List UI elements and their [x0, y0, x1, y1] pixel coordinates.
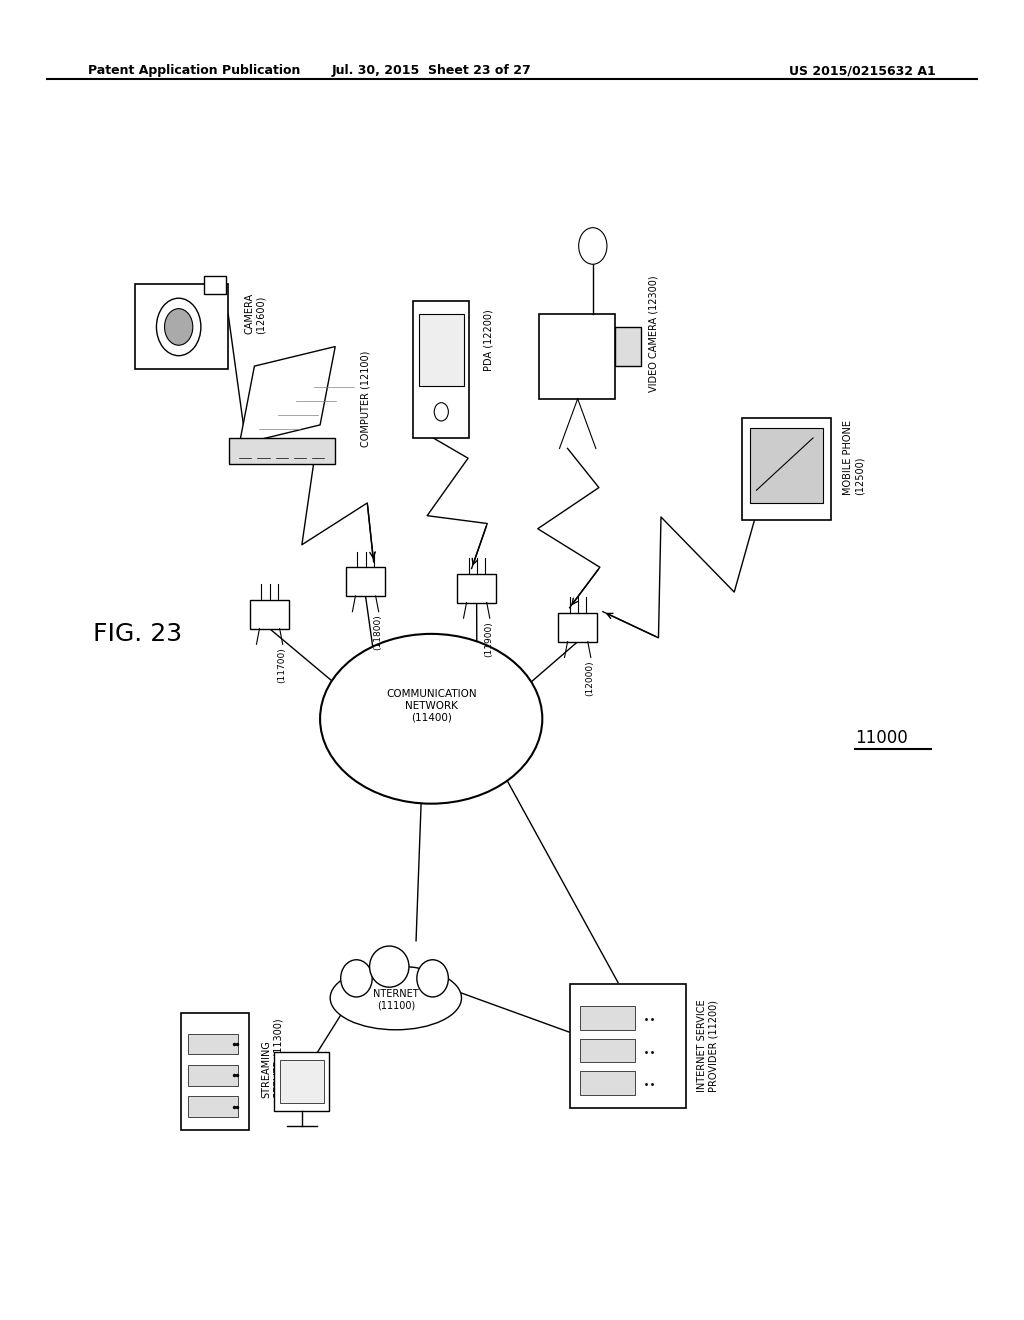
Bar [580, 1006, 635, 1030]
Bar [251, 599, 289, 628]
Text: (11800): (11800) [373, 614, 382, 649]
Bar [540, 314, 615, 399]
Text: CAMERA
(12600): CAMERA (12600) [245, 293, 266, 334]
Bar [580, 1072, 635, 1094]
Ellipse shape [417, 960, 449, 997]
Bar [569, 983, 686, 1107]
Bar [558, 612, 597, 642]
Text: PDA (12200): PDA (12200) [483, 309, 494, 371]
Circle shape [434, 403, 449, 421]
Bar [135, 284, 228, 368]
Bar [615, 327, 641, 366]
Bar [187, 1065, 239, 1086]
Text: (12000): (12000) [586, 660, 594, 696]
Bar [413, 301, 469, 438]
Bar [180, 1012, 250, 1130]
Text: COMMUNICATION
NETWORK
(11400): COMMUNICATION NETWORK (11400) [386, 689, 476, 722]
Bar [280, 1060, 325, 1102]
Ellipse shape [370, 946, 409, 987]
Text: (11700): (11700) [278, 647, 286, 682]
Text: Patent Application Publication: Patent Application Publication [88, 65, 300, 78]
Text: 11000: 11000 [855, 730, 908, 747]
Text: NTERNET
(11100): NTERNET (11100) [373, 989, 419, 1010]
Bar [580, 1039, 635, 1063]
Text: COMPUTER (12100): COMPUTER (12100) [360, 351, 371, 447]
Text: Jul. 30, 2015  Sheet 23 of 27: Jul. 30, 2015 Sheet 23 of 27 [332, 65, 531, 78]
Circle shape [579, 227, 607, 264]
Bar [187, 1096, 239, 1117]
Text: VIDEO CAMERA (12300): VIDEO CAMERA (12300) [648, 275, 658, 392]
Bar [346, 568, 385, 597]
Ellipse shape [321, 634, 543, 804]
Polygon shape [240, 347, 335, 445]
Circle shape [157, 298, 201, 355]
Bar [204, 276, 226, 294]
Bar [419, 314, 464, 385]
Bar [458, 574, 496, 602]
Text: MOBILE PHONE
(12500): MOBILE PHONE (12500) [844, 420, 865, 495]
Bar [273, 1052, 329, 1110]
Polygon shape [229, 438, 335, 465]
Text: (11900): (11900) [484, 620, 494, 656]
Bar [751, 428, 823, 503]
Bar [187, 1034, 239, 1055]
Text: STREAMING
SERVER (11300): STREAMING SERVER (11300) [261, 1019, 283, 1098]
Circle shape [165, 309, 193, 346]
Text: US 2015/0215632 A1: US 2015/0215632 A1 [790, 65, 936, 78]
Text: FIG. 23: FIG. 23 [93, 622, 182, 645]
Ellipse shape [341, 960, 372, 997]
Text: INTERNET SERVICE
PROVIDER (11200): INTERNET SERVICE PROVIDER (11200) [697, 999, 719, 1092]
Ellipse shape [330, 966, 462, 1030]
Bar [742, 418, 831, 520]
